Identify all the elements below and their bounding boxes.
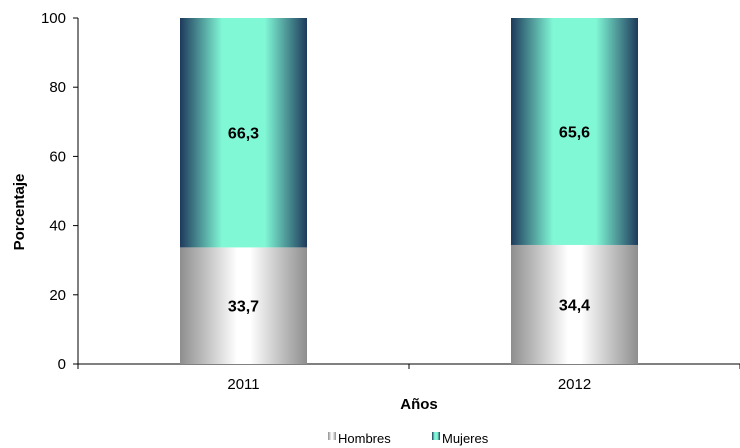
y-tick-label: 40 <box>49 218 66 235</box>
data-label-mujeres-2012: 65,6 <box>559 124 590 141</box>
y-tick-label: 20 <box>49 287 66 304</box>
data-label-mujeres-2011: 66,3 <box>228 126 259 143</box>
x-axis-title: Años <box>400 396 438 413</box>
legend-swatch-mujeres <box>432 432 440 440</box>
bars <box>180 18 638 364</box>
legend-swatch-hombres <box>328 432 336 440</box>
x-tick-label: 2011 <box>227 376 259 393</box>
y-tick-label: 0 <box>58 356 66 373</box>
bar-mujeres-2011 <box>180 18 307 248</box>
bar-hombres-2012 <box>511 244 638 364</box>
y-tick-label: 60 <box>49 148 66 165</box>
legend-label-hombres: Hombres <box>338 431 391 446</box>
x-ticks: 2011 2012 <box>77 364 740 393</box>
y-tick-label: 100 <box>41 10 66 27</box>
legend: Hombres Mujeres <box>328 431 489 446</box>
data-labels: 33,7 66,3 34,4 65,6 <box>228 124 590 315</box>
y-tick-label: 80 <box>49 79 66 96</box>
y-ticks: 0 20 40 60 80 100 <box>41 10 78 373</box>
y-axis-title: Porcentaje <box>11 174 28 251</box>
data-label-hombres-2012: 34,4 <box>559 297 590 314</box>
data-label-hombres-2011: 33,7 <box>228 299 259 316</box>
bar-mujeres-2012 <box>511 18 638 245</box>
axes <box>77 18 740 365</box>
bar-hombres-2011 <box>180 247 307 364</box>
legend-label-mujeres: Mujeres <box>442 431 489 446</box>
x-tick-label: 2012 <box>558 376 591 393</box>
